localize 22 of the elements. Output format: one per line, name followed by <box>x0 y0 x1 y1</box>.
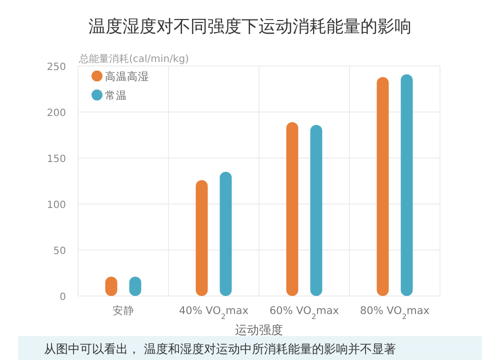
bar <box>400 74 413 296</box>
x-tick-label: 40% VO$_{2}$max <box>178 305 249 320</box>
y-tick-label: 150 <box>46 154 66 165</box>
x-tick-label: 安静 <box>112 304 134 317</box>
x-tick-label: 80% VO$_{2}$max <box>360 305 430 320</box>
legend-label: 高温高湿 <box>105 70 149 83</box>
x-axis-title: 运动强度 <box>235 323 283 337</box>
x-tick-label: 60% VO$_{2}$max <box>269 305 340 320</box>
y-tick-label: 50 <box>53 246 66 257</box>
y-tick-label: 0 <box>60 292 66 303</box>
y-tick-label: 250 <box>46 62 66 73</box>
bar <box>310 124 322 296</box>
legend-label: 常温 <box>105 89 127 102</box>
chart-title: 温度湿度对不同强度下运动消耗能量的影响 <box>88 17 412 37</box>
bar <box>220 172 232 296</box>
bar <box>376 77 389 296</box>
y-tick-label: 100 <box>46 200 66 211</box>
bar <box>286 122 298 296</box>
text: 从图中可以看出， 温度和湿度对运动中所消耗能量的影响并不显著 <box>44 342 396 356</box>
y-tick-label: 200 <box>46 108 66 119</box>
y-axis-title: 总能量消耗(cal/min/kg) <box>78 53 190 65</box>
bar <box>196 180 208 296</box>
